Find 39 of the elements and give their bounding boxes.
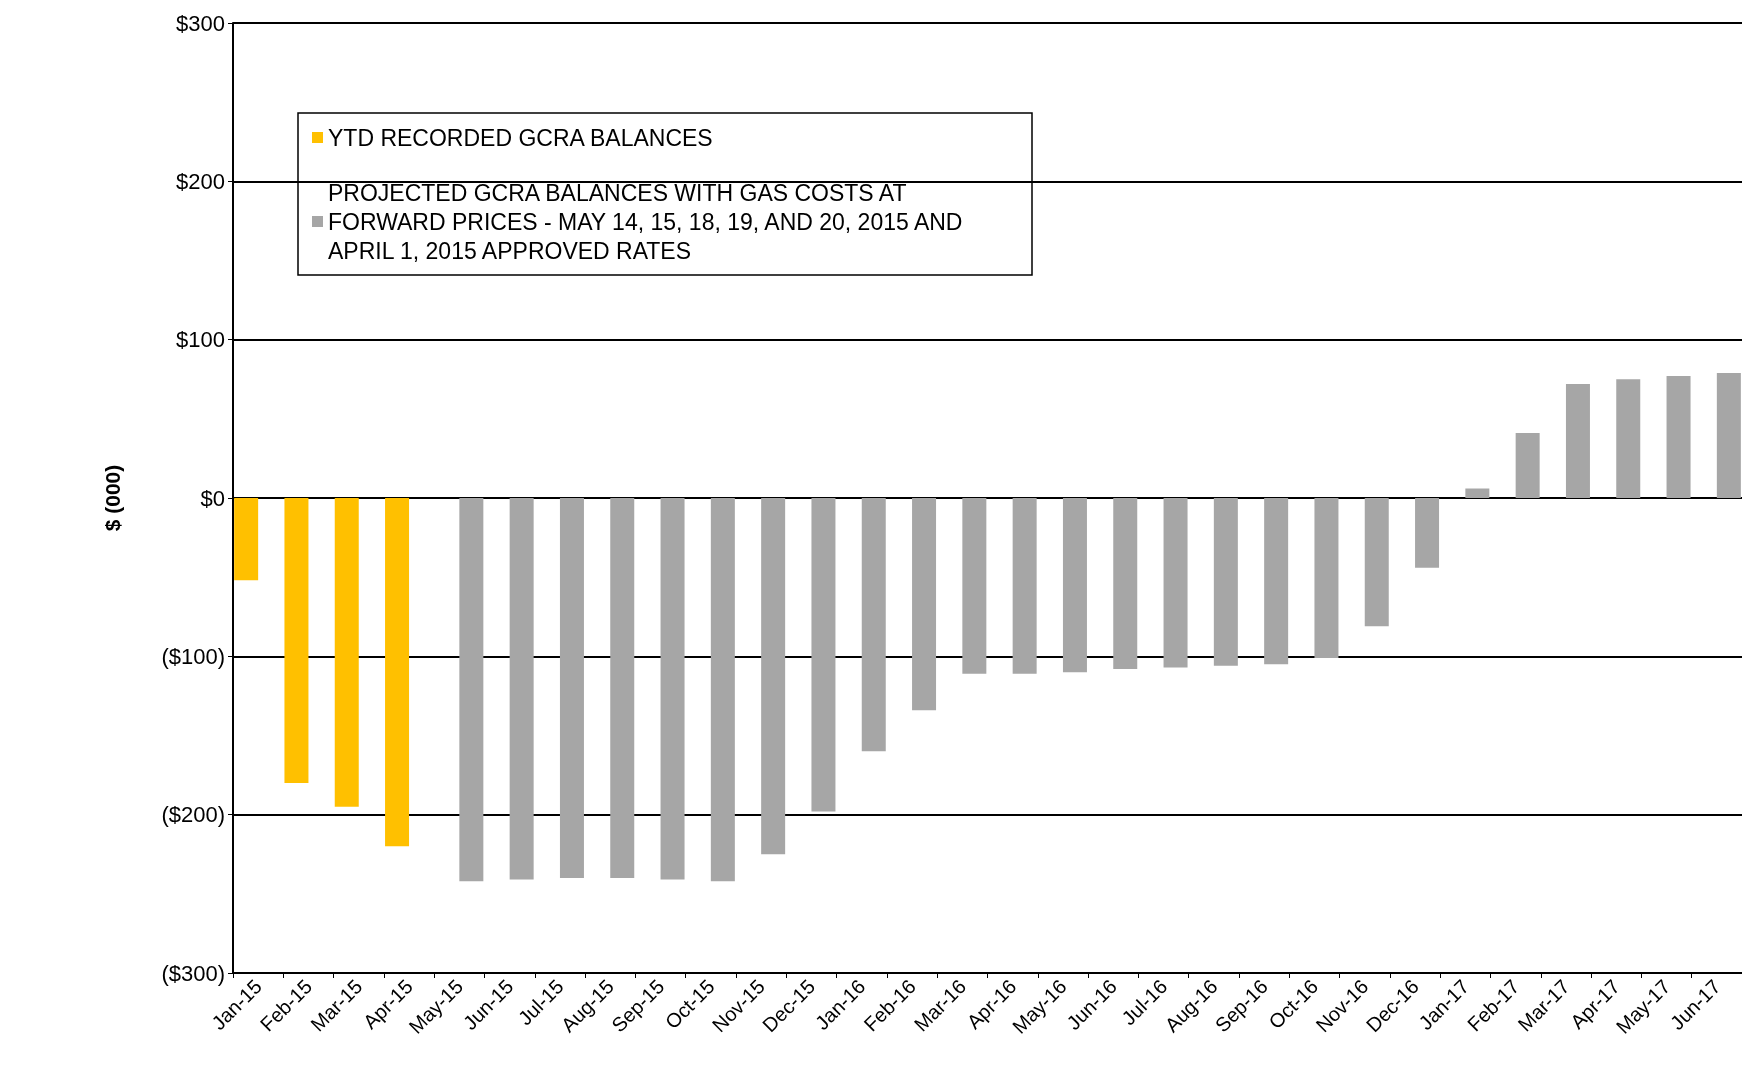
y-axis-title: $ (000) xyxy=(101,464,124,532)
y-tick-label: ($100) xyxy=(161,643,225,669)
bar xyxy=(811,498,836,812)
bar xyxy=(962,498,987,674)
legend-label: YTD RECORDED GCRA BALANCES xyxy=(328,124,713,151)
bar xyxy=(1666,376,1691,498)
bar xyxy=(1364,498,1389,627)
bar xyxy=(861,498,886,752)
bar xyxy=(334,498,359,807)
bar xyxy=(1012,498,1037,674)
bar xyxy=(385,498,410,847)
bar xyxy=(1465,488,1490,498)
bar xyxy=(509,498,534,880)
bar xyxy=(1113,498,1138,669)
legend-label: PROJECTED GCRA BALANCES WITH GAS COSTS AT FORWARD PRICES - MAY 14, 15, 18, 19, AND 20, 2015 AND APRIL 1, 2015 APPROVED RATES xyxy=(328,179,969,264)
bar xyxy=(1716,372,1741,498)
bar xyxy=(660,498,685,880)
bar xyxy=(1515,433,1540,498)
bar xyxy=(761,498,786,855)
bar xyxy=(284,498,309,783)
bar xyxy=(912,498,937,711)
bar xyxy=(710,498,735,882)
y-tick-label: $200 xyxy=(176,168,225,194)
bar xyxy=(610,498,635,878)
bar xyxy=(459,498,484,882)
y-tick-label: $300 xyxy=(176,10,225,36)
bar xyxy=(234,498,259,581)
bar xyxy=(1062,498,1087,673)
y-tick-label: ($200) xyxy=(161,802,225,828)
bar xyxy=(1213,498,1238,666)
y-tick-label: $100 xyxy=(176,327,225,353)
bar xyxy=(1314,498,1339,658)
bar xyxy=(1264,498,1289,665)
bar xyxy=(1565,384,1590,498)
bar xyxy=(559,498,584,878)
bar xyxy=(1616,379,1641,498)
bar xyxy=(1163,498,1188,668)
y-tick-label: $0 xyxy=(200,485,225,511)
bar xyxy=(1415,498,1440,568)
